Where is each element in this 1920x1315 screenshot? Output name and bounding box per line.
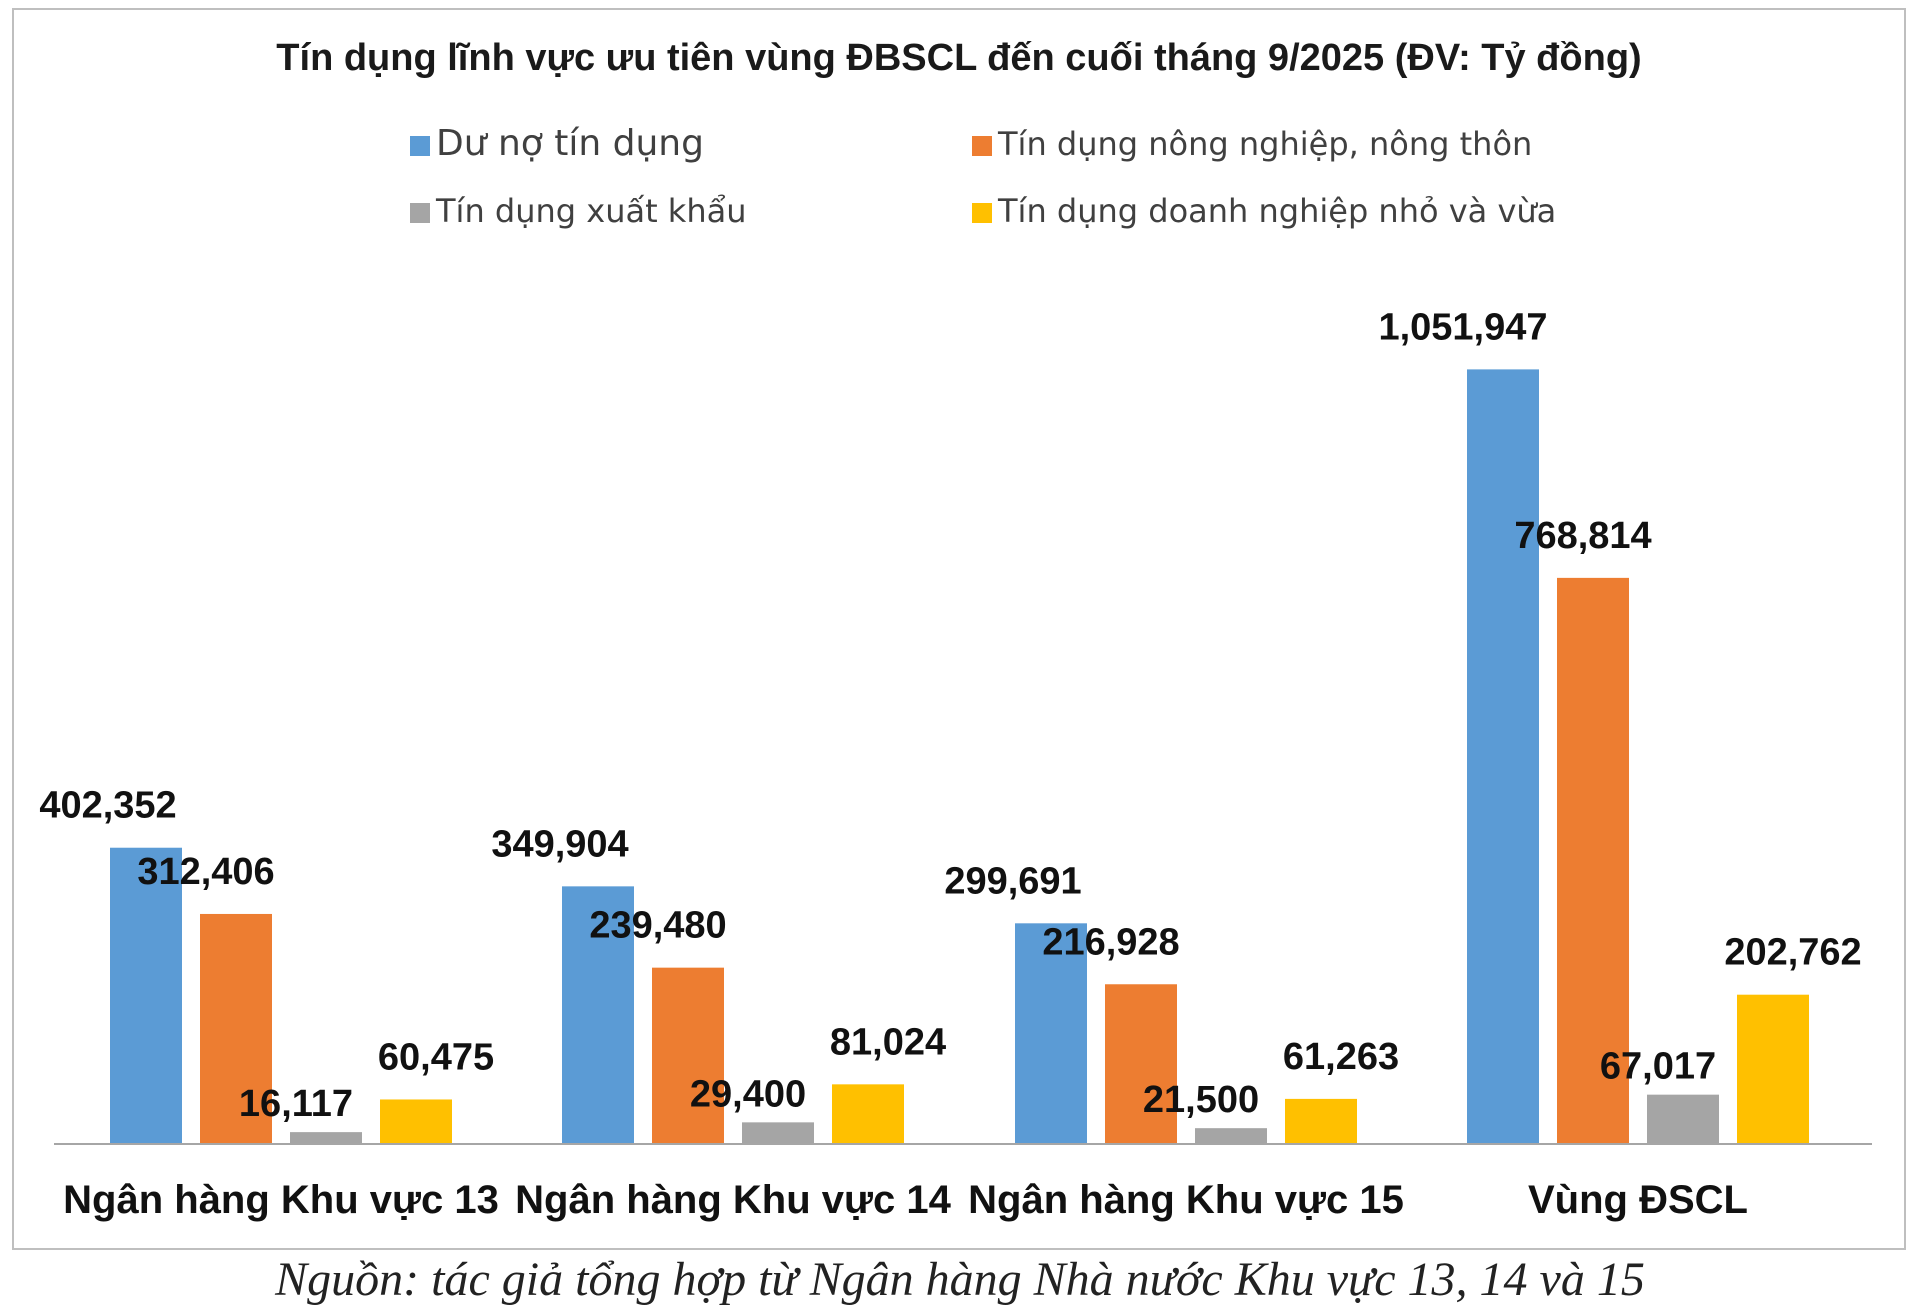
bar-4-4 <box>1737 994 1809 1144</box>
legend-label-3: Tín dụng xuất khẩu <box>435 192 747 230</box>
bar-3-3 <box>1195 1128 1267 1144</box>
category-labels: Ngân hàng Khu vực 13 Ngân hàng Khu vực 14… <box>63 1178 1748 1222</box>
legend-swatch-2 <box>972 136 992 156</box>
bar-2-4 <box>832 1084 904 1144</box>
value-label-4-3: 67,017 <box>1600 1046 1716 1088</box>
value-labels: 402,352 312,406 16,117 60,475 349,904 239,480… <box>39 306 1861 1125</box>
value-label-3-3: 21,500 <box>1143 1079 1259 1121</box>
legend-label-2: Tín dụng nông nghiệp, nông thôn <box>997 125 1532 163</box>
value-label-2-1: 349,904 <box>491 823 628 865</box>
bar-3-4 <box>1285 1098 1357 1144</box>
legend-swatch-4 <box>972 203 992 223</box>
value-label-1-4: 60,475 <box>378 1036 494 1078</box>
chart-frame: Tín dụng lĩnh vực ưu tiên vùng ĐBSCL đến… <box>12 8 1906 1250</box>
bar-4-1 <box>1467 369 1539 1144</box>
legend: Dư nợ tín dụng Tín dụng nông nghiệp, nông… <box>410 123 1556 230</box>
legend-label-1: Dư nợ tín dụng <box>436 123 704 164</box>
value-label-2-4: 81,024 <box>830 1021 946 1063</box>
legend-swatch-1 <box>410 136 430 156</box>
category-label-2: Ngân hàng Khu vực 14 <box>515 1178 951 1222</box>
category-label-4: Vùng ĐSCL <box>1528 1178 1748 1222</box>
category-label-1: Ngân hàng Khu vực 13 <box>63 1178 499 1222</box>
value-label-2-2: 239,480 <box>589 905 726 947</box>
chart: Tín dụng lĩnh vực ưu tiên vùng ĐBSCL đến… <box>39 37 1872 1222</box>
category-label-3: Ngân hàng Khu vực 15 <box>968 1178 1404 1222</box>
value-label-1-3: 16,117 <box>239 1083 353 1125</box>
value-label-3-4: 61,263 <box>1283 1036 1399 1078</box>
bars <box>110 369 1809 1144</box>
bar-1-1 <box>110 847 182 1144</box>
bar-2-3 <box>742 1122 814 1144</box>
bar-3-2 <box>1105 984 1177 1144</box>
bar-4-2 <box>1557 577 1629 1144</box>
legend-swatch-3 <box>410 203 430 223</box>
bar-1-3 <box>290 1132 362 1144</box>
value-label-1-2: 312,406 <box>137 851 274 893</box>
bar-4-3 <box>1647 1094 1719 1144</box>
value-label-2-3: 29,400 <box>690 1073 806 1115</box>
value-label-3-2: 216,928 <box>1042 921 1179 963</box>
bar-1-4 <box>380 1099 452 1144</box>
bar-3-1 <box>1015 923 1087 1144</box>
legend-label-4: Tín dụng doanh nghiệp nhỏ và vừa <box>997 192 1556 230</box>
value-label-4-1: 1,051,947 <box>1378 306 1547 348</box>
value-label-1-1: 402,352 <box>39 785 176 827</box>
bar-2-2 <box>652 967 724 1144</box>
chart-title: Tín dụng lĩnh vực ưu tiên vùng ĐBSCL đến… <box>276 37 1641 79</box>
source-note: Nguồn: tác giả tổng hợp từ Ngân hàng Nhà… <box>275 1253 1645 1306</box>
value-label-4-2: 768,814 <box>1514 515 1651 557</box>
bar-2-1 <box>562 886 634 1144</box>
bar-1-2 <box>200 913 272 1144</box>
value-label-3-1: 299,691 <box>944 860 1081 902</box>
value-label-4-4: 202,762 <box>1724 932 1861 974</box>
